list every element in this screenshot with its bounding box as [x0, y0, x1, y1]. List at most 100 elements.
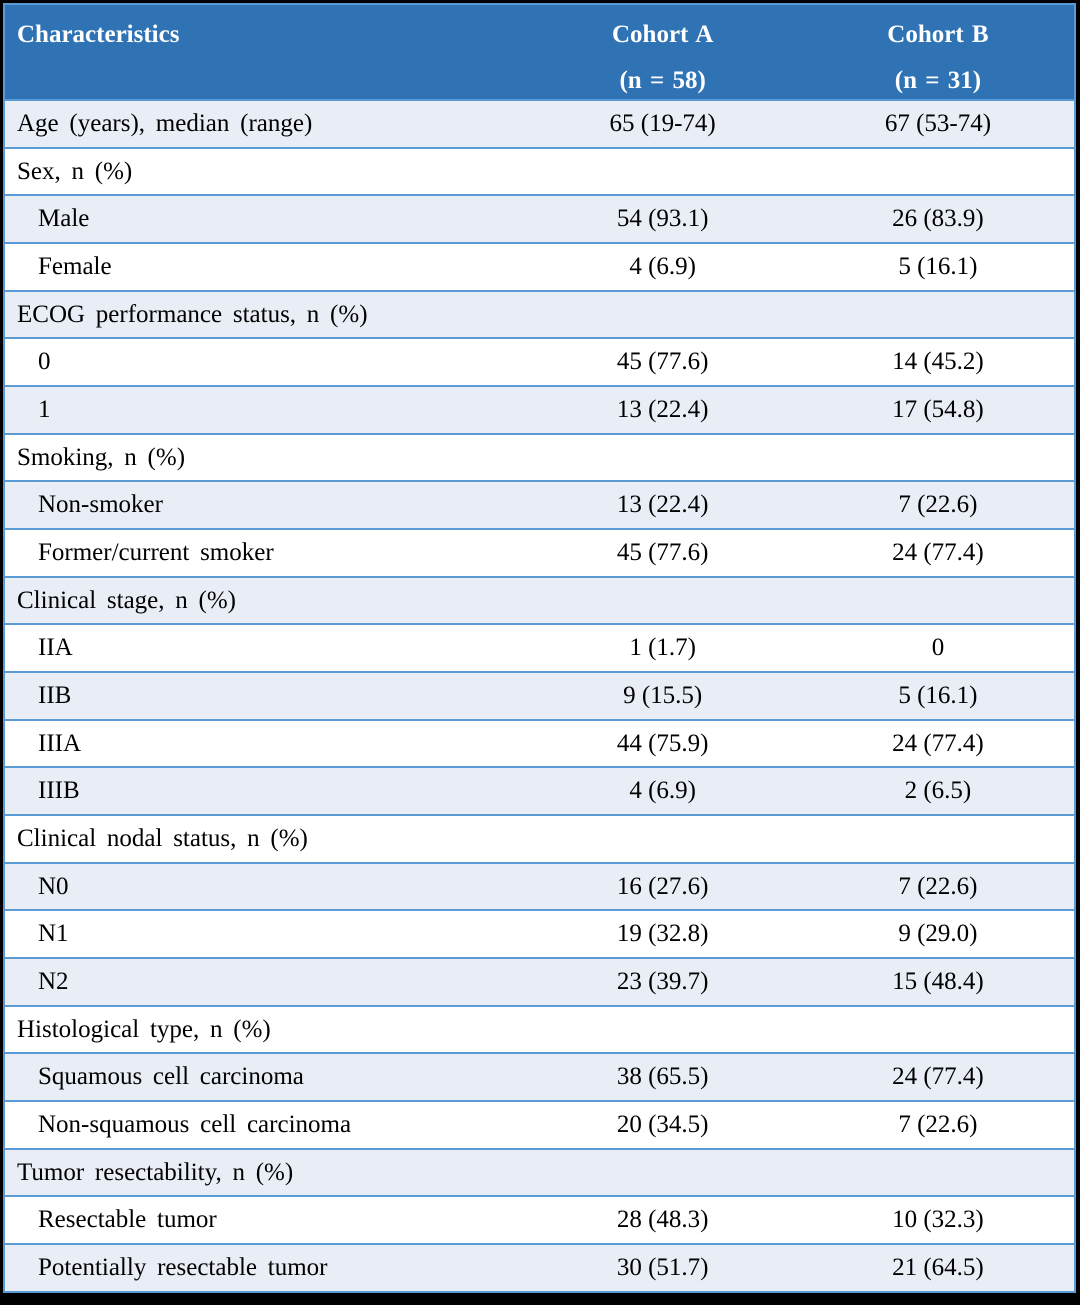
- section-header-row: Histological type, n (%): [4, 1004, 1075, 1054]
- section-header-row: Clinical stage, n (%): [4, 575, 1075, 625]
- cohort-b-value: 24 (77.4): [801, 528, 1075, 577]
- data-row: 0 45 (77.6) 14 (45.2): [4, 337, 1075, 387]
- row-label: N0: [4, 861, 524, 911]
- row-label: Clinical nodal status, n (%): [4, 814, 524, 863]
- header-characteristics-label: Characteristics: [17, 21, 180, 48]
- cohort-a-value: 20 (34.5): [523, 1100, 802, 1149]
- cohort-b-value: 14 (45.2): [801, 337, 1075, 387]
- cohort-a-value: 44 (75.9): [523, 718, 802, 768]
- data-row: Age (years), median (range) 65 (19-74) 67 …: [4, 99, 1075, 148]
- data-row: N2 23 (39.7) 15 (48.4): [4, 957, 1075, 1006]
- cohort-a-value: 45 (77.6): [523, 337, 802, 387]
- cohort-a-value: 13 (22.4): [523, 385, 802, 434]
- row-label: Age (years), median (range): [4, 99, 524, 148]
- data-row: IIIA 44 (75.9) 24 (77.4): [4, 718, 1075, 768]
- cohort-a-value: 65 (19-74): [523, 99, 802, 148]
- cohort-a-value: [523, 146, 802, 196]
- cohort-b-value: 17 (54.8): [801, 385, 1075, 434]
- header-cohort-a: Cohort A (n = 58): [523, 4, 802, 100]
- row-label: Smoking, n (%): [4, 432, 524, 482]
- row-label: Non-squamous cell carcinoma: [4, 1100, 524, 1149]
- row-label: 1: [4, 385, 524, 434]
- row-label: Potentially resectable tumor: [4, 1243, 524, 1292]
- data-row: Potentially resectable tumor 30 (51.7) 21 …: [4, 1243, 1075, 1292]
- row-label: IIIA: [4, 718, 524, 768]
- row-label: Tumor resectability, n (%): [4, 1147, 524, 1197]
- cohort-a-value: [523, 1004, 802, 1054]
- row-label: IIIB: [4, 766, 524, 816]
- cohort-a-value: [523, 432, 802, 482]
- row-label: ECOG performance status, n (%): [4, 289, 524, 339]
- section-header-row: Tumor resectability, n (%): [4, 1147, 1075, 1197]
- cohort-a-value: 4 (6.9): [523, 766, 802, 816]
- header-characteristics: Characteristics: [4, 4, 524, 100]
- cohort-a-value: [523, 814, 802, 863]
- row-label: Female: [4, 242, 524, 291]
- row-label: Former/current smoker: [4, 528, 524, 577]
- section-header-row: Clinical nodal status, n (%): [4, 814, 1075, 863]
- cohort-a-value: 1 (1.7): [523, 623, 802, 673]
- cohort-b-value: 21 (64.5): [801, 1243, 1075, 1292]
- data-row: Female 4 (6.9) 5 (16.1): [4, 242, 1075, 291]
- data-row: Resectable tumor 28 (48.3) 10 (32.3): [4, 1195, 1075, 1245]
- cohort-a-value: 28 (48.3): [523, 1195, 802, 1245]
- section-header-row: Sex, n (%): [4, 146, 1075, 196]
- row-label: 0: [4, 337, 524, 387]
- data-row: Non-smoker 13 (22.4) 7 (22.6): [4, 480, 1075, 530]
- cohort-b-value: 5 (16.1): [801, 242, 1075, 291]
- table-header-row: Characteristics Cohort A (n = 58) Cohort…: [4, 4, 1075, 100]
- cohort-a-value: [523, 575, 802, 625]
- cohort-b-value: 15 (48.4): [801, 957, 1075, 1006]
- row-label: Sex, n (%): [4, 146, 524, 196]
- cohort-b-value: 0: [801, 623, 1075, 673]
- table-body: Age (years), median (range) 65 (19-74) 67 …: [4, 99, 1075, 1292]
- cohort-b-value: 67 (53-74): [801, 99, 1075, 148]
- header-cohort-b-n: (n = 31): [894, 67, 982, 94]
- cohort-a-value: [523, 1147, 802, 1197]
- data-row: IIA 1 (1.7) 0: [4, 623, 1075, 673]
- cohort-a-value: 19 (32.8): [523, 909, 802, 959]
- cohort-a-value: 54 (93.1): [523, 194, 802, 244]
- data-row: N1 19 (32.8) 9 (29.0): [4, 909, 1075, 959]
- cohort-a-value: [523, 289, 802, 339]
- cohort-b-value: [801, 575, 1075, 625]
- cohort-a-value: 30 (51.7): [523, 1243, 802, 1292]
- cohort-b-value: 7 (22.6): [801, 861, 1075, 911]
- cohort-b-value: 26 (83.9): [801, 194, 1075, 244]
- cohort-a-value: 13 (22.4): [523, 480, 802, 530]
- patient-characteristics-table: Characteristics Cohort A (n = 58) Cohort…: [3, 3, 1076, 1293]
- cohort-b-value: 7 (22.6): [801, 480, 1075, 530]
- data-row: IIIB 4 (6.9) 2 (6.5): [4, 766, 1075, 816]
- header-cohort-a-name: Cohort A: [611, 21, 714, 48]
- data-row: N0 16 (27.6) 7 (22.6): [4, 861, 1075, 911]
- section-header-row: ECOG performance status, n (%): [4, 289, 1075, 339]
- data-row: Former/current smoker 45 (77.6) 24 (77.4): [4, 528, 1075, 577]
- cohort-b-value: 7 (22.6): [801, 1100, 1075, 1149]
- header-cohort-b-name: Cohort B: [887, 21, 989, 48]
- cohort-b-value: [801, 1147, 1075, 1197]
- cohort-b-value: [801, 814, 1075, 863]
- cohort-a-value: 45 (77.6): [523, 528, 802, 577]
- row-label: N1: [4, 909, 524, 959]
- table-header: Characteristics Cohort A (n = 58) Cohort…: [4, 4, 1075, 100]
- cohort-a-value: 38 (65.5): [523, 1052, 802, 1102]
- data-row: Non-squamous cell carcinoma 20 (34.5) 7 (2…: [4, 1100, 1075, 1149]
- row-label: Histological type, n (%): [4, 1004, 524, 1054]
- cohort-a-value: 23 (39.7): [523, 957, 802, 1006]
- row-label: IIB: [4, 671, 524, 720]
- row-label: Clinical stage, n (%): [4, 575, 524, 625]
- cohort-b-value: 24 (77.4): [801, 1052, 1075, 1102]
- row-label: Resectable tumor: [4, 1195, 524, 1245]
- header-cohort-a-n: (n = 58): [619, 67, 706, 94]
- header-cohort-b: Cohort B (n = 31): [801, 4, 1075, 100]
- section-header-row: Smoking, n (%): [4, 432, 1075, 482]
- row-label: IIA: [4, 623, 524, 673]
- data-row: IIB 9 (15.5) 5 (16.1): [4, 671, 1075, 720]
- cohort-b-value: 24 (77.4): [801, 718, 1075, 768]
- data-row: Squamous cell carcinoma 38 (65.5) 24 (77.4…: [4, 1052, 1075, 1102]
- cohort-b-value: 10 (32.3): [801, 1195, 1075, 1245]
- cohort-a-value: 4 (6.9): [523, 242, 802, 291]
- row-label: N2: [4, 957, 524, 1006]
- cohort-b-value: [801, 146, 1075, 196]
